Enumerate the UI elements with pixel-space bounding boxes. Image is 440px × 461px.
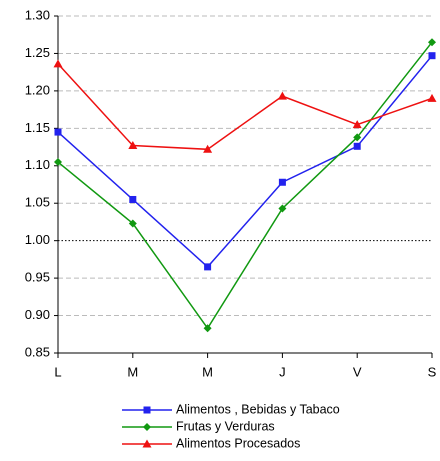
x-tick-label: V — [353, 364, 362, 379]
y-tick-label: 1.10 — [25, 157, 50, 172]
marker — [129, 195, 137, 203]
x-tick-label: S — [428, 364, 437, 379]
marker — [54, 158, 62, 167]
marker — [278, 204, 287, 213]
y-tick-label: 0.85 — [25, 344, 50, 359]
marker — [54, 128, 62, 136]
marker — [53, 59, 63, 68]
marker — [128, 219, 137, 228]
legend-marker — [142, 439, 152, 448]
marker — [277, 91, 287, 100]
series-line — [57, 41, 433, 330]
marker — [428, 38, 436, 47]
legend-label: Frutas y Verduras — [176, 419, 275, 433]
marker — [128, 141, 138, 150]
marker — [428, 52, 436, 60]
x-tick-label: L — [54, 364, 61, 379]
marker — [203, 144, 213, 153]
y-tick-label: 1.15 — [25, 120, 50, 135]
legend: Alimentos , Bebidas y Tabaco Frutas y Ver… — [122, 402, 340, 450]
legend-marker — [143, 406, 151, 414]
series-line — [57, 55, 433, 268]
marker — [427, 93, 437, 102]
y-tick-label: 1.05 — [25, 195, 50, 210]
x-tick-label: M — [127, 364, 138, 379]
y-tick-label: 1.25 — [25, 45, 50, 60]
legend-label: Alimentos Procesados — [176, 436, 300, 450]
marker — [353, 133, 362, 142]
y-tick-label: 1.30 — [25, 7, 50, 22]
marker — [352, 120, 362, 129]
marker — [353, 142, 361, 150]
legend-label: Alimentos , Bebidas y Tabaco — [176, 402, 340, 416]
marker — [278, 178, 286, 186]
y-tick-label: 1.20 — [25, 82, 50, 97]
y-tick-label: 1.00 — [25, 232, 50, 247]
x-tick-label: J — [279, 364, 286, 379]
marker — [203, 324, 212, 333]
marker — [204, 263, 212, 271]
y-tick-label: 0.90 — [25, 307, 50, 322]
series-line — [57, 63, 433, 151]
legend-marker — [143, 423, 151, 431]
y-tick-label: 0.95 — [25, 270, 50, 285]
x-tick-label: M — [202, 364, 213, 379]
